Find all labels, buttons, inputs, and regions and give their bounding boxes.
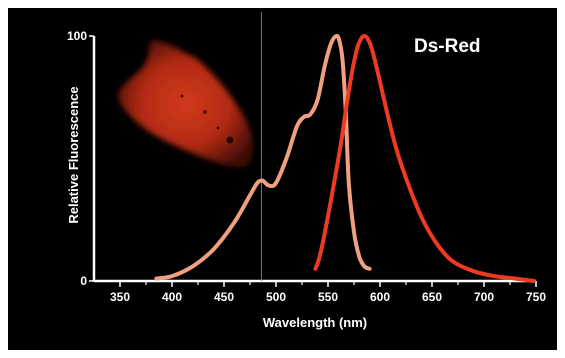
y-tick-label: 100 <box>67 29 87 43</box>
x-tick-label: 550 <box>318 290 338 304</box>
series-layer <box>154 33 536 283</box>
axes <box>92 12 536 283</box>
chart-title: Ds-Red <box>414 36 481 57</box>
x-axis-title: Wavelength (nm) <box>263 315 367 330</box>
x-tick-label: 700 <box>474 290 494 304</box>
x-tick-label: 500 <box>266 290 286 304</box>
x-tick-label: 650 <box>422 290 442 304</box>
y-tick-label: 0 <box>80 274 87 288</box>
x-tick-label: 350 <box>110 290 130 304</box>
specimen-image <box>118 40 254 168</box>
y-axis-ticks: 0 100 <box>67 29 94 288</box>
x-axis-ticks: 350 400 450 500 550 600 650 700 750 <box>110 281 546 304</box>
x-tick-label: 400 <box>162 290 182 304</box>
emission-curve <box>313 34 536 283</box>
y-axis-title: Relative Fluorescence <box>66 86 81 223</box>
x-tick-label: 750 <box>526 290 546 304</box>
excitation-curve <box>154 33 372 281</box>
x-tick-label: 450 <box>214 290 234 304</box>
x-tick-label: 600 <box>370 290 390 304</box>
chart-panel <box>8 8 557 350</box>
